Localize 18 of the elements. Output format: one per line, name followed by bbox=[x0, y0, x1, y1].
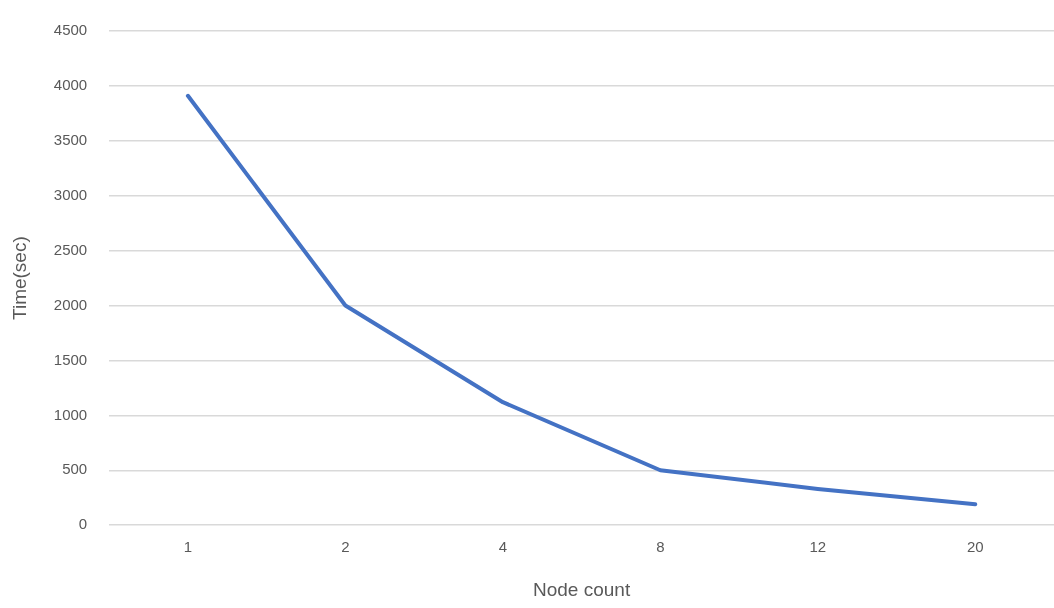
y-tick-label: 4500 bbox=[53, 21, 88, 39]
x-tick-label: 12 bbox=[809, 538, 827, 556]
y-tick-label: 4000 bbox=[53, 76, 88, 94]
x-axis-title: Node count bbox=[532, 578, 631, 600]
y-tick-label: 0 bbox=[78, 515, 88, 533]
y-axis-title: Time(sec) bbox=[8, 236, 30, 320]
y-tick-label: 1000 bbox=[53, 405, 88, 423]
x-tick-label: 20 bbox=[966, 538, 984, 556]
y-tick-label: 1500 bbox=[53, 350, 88, 368]
y-tick-label: 3500 bbox=[53, 130, 88, 148]
x-tick-label: 1 bbox=[183, 538, 193, 556]
x-tick-label: 8 bbox=[656, 538, 665, 556]
y-tick-label: 500 bbox=[62, 460, 88, 478]
x-tick-label: 2 bbox=[341, 538, 350, 556]
x-tick-label: 4 bbox=[498, 538, 508, 556]
y-tick-label: 2500 bbox=[53, 240, 88, 258]
y-tick-label: 3000 bbox=[53, 185, 88, 203]
y-tick-label: 2000 bbox=[53, 295, 88, 313]
